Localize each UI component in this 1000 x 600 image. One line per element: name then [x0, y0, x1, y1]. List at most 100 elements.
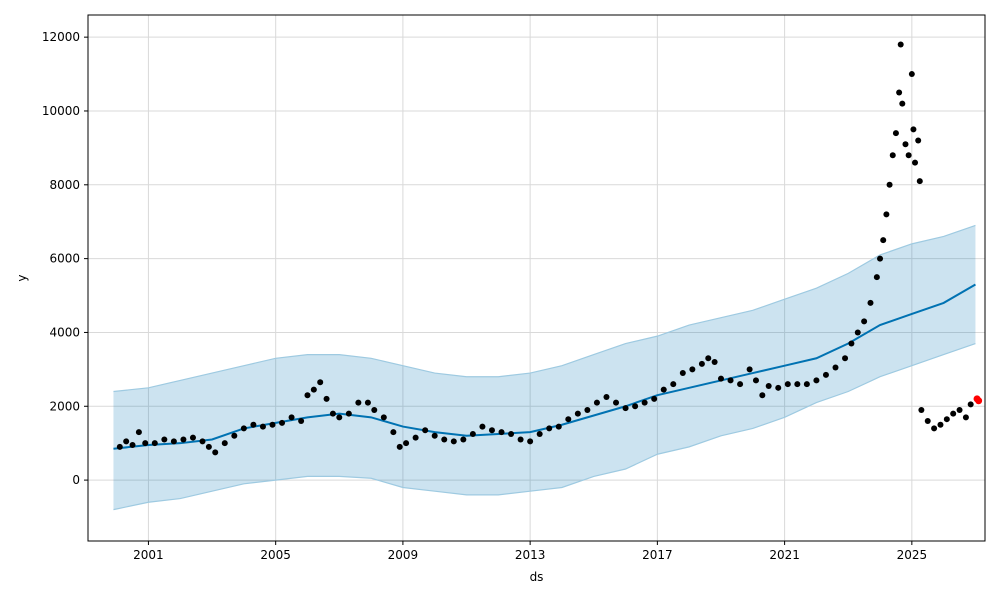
observed-point	[142, 440, 149, 447]
observed-point	[259, 423, 266, 430]
observed-point	[873, 274, 880, 281]
observed-point	[892, 130, 899, 137]
observed-point	[896, 89, 903, 96]
observed-point	[886, 181, 893, 188]
observed-point	[555, 423, 562, 430]
observed-point	[403, 440, 410, 447]
forecast-line-layer	[113, 283, 976, 450]
observed-point	[380, 414, 387, 421]
observed-point	[231, 432, 238, 439]
upper-bound-line	[113, 224, 976, 393]
observed-point	[931, 425, 938, 432]
observed-point	[848, 340, 855, 347]
observed-point	[775, 384, 782, 391]
observed-point	[794, 381, 801, 388]
observed-point	[905, 152, 912, 159]
observed-point	[189, 434, 196, 441]
observed-point	[689, 366, 696, 373]
observed-point	[298, 418, 305, 425]
observed-point	[746, 366, 753, 373]
x-axis-label: ds	[530, 570, 544, 584]
observed-point	[622, 405, 629, 412]
observed-point	[212, 449, 219, 456]
observed-point	[943, 416, 950, 423]
observed-point	[371, 406, 378, 413]
lower-bound-line	[113, 342, 976, 511]
observed-point	[937, 421, 944, 428]
observed-point	[269, 421, 276, 428]
y-tick-label: 0	[72, 473, 80, 487]
observed-point	[854, 329, 861, 336]
x-tick-label: 2009	[388, 548, 419, 562]
plot-frame	[87, 14, 986, 542]
x-tick-label: 2001	[133, 548, 164, 562]
observed-point	[889, 152, 896, 159]
observed-point	[498, 429, 505, 436]
observed-point	[345, 410, 352, 417]
observed-point	[310, 386, 317, 393]
observed-point	[336, 414, 343, 421]
observed-point	[390, 429, 397, 436]
observed-point	[135, 429, 142, 436]
observed-point	[450, 438, 457, 445]
x-axis-ticks: 2001 2005 2009 2013 2017 2021 2025	[133, 541, 927, 562]
observed-points-layer	[116, 41, 974, 456]
observed-point	[924, 418, 931, 425]
observed-point	[899, 100, 906, 107]
observed-point	[517, 436, 524, 443]
observed-point	[412, 434, 419, 441]
y-axis-ticks: 0 2000 4000 6000 8000 10000 12000	[42, 30, 88, 487]
observed-point	[737, 381, 744, 388]
observed-point	[883, 211, 890, 218]
observed-point	[902, 141, 909, 148]
observed-point	[161, 436, 168, 443]
observed-point	[469, 430, 476, 437]
x-tick-label: 2021	[769, 548, 800, 562]
observed-point	[908, 71, 915, 78]
observed-point	[199, 438, 206, 445]
observed-point	[431, 432, 438, 439]
observed-point	[488, 427, 495, 434]
y-tick-label: 4000	[49, 325, 80, 339]
observed-point	[962, 414, 969, 421]
x-tick-label: 2013	[515, 548, 546, 562]
observed-point	[288, 414, 295, 421]
y-axis-label: y	[15, 274, 29, 281]
observed-point	[527, 438, 534, 445]
observed-point	[822, 371, 829, 378]
highlighted-point	[975, 397, 983, 405]
observed-point	[329, 410, 336, 417]
observed-point	[603, 394, 610, 401]
observed-point	[460, 436, 467, 443]
x-tick-label: 2025	[897, 548, 928, 562]
observed-point	[123, 438, 130, 445]
observed-point	[180, 436, 187, 443]
highlighted-points-layer	[973, 395, 983, 405]
observed-point	[670, 381, 677, 388]
observed-point	[422, 427, 429, 434]
observed-point	[877, 255, 884, 262]
observed-point	[832, 364, 839, 371]
observed-point	[956, 406, 963, 413]
y-tick-label: 10000	[42, 104, 80, 118]
observed-point	[323, 395, 330, 402]
observed-point	[784, 381, 791, 388]
observed-point	[679, 370, 686, 377]
observed-point	[897, 41, 904, 48]
x-tick-label: 2017	[642, 548, 673, 562]
uncertainty-band	[113, 224, 976, 511]
observed-point	[910, 126, 917, 133]
observed-point	[151, 440, 158, 447]
observed-point	[116, 443, 123, 450]
observed-point	[867, 299, 874, 306]
observed-point	[641, 399, 648, 406]
observed-point	[698, 360, 705, 367]
observed-point	[574, 410, 581, 417]
observed-point	[240, 425, 247, 432]
observed-point	[711, 358, 718, 365]
uncertainty-interval-area	[113, 225, 976, 510]
observed-point	[765, 382, 772, 389]
forecast-line	[113, 283, 976, 450]
observed-point	[129, 442, 136, 449]
y-tick-label: 2000	[49, 399, 80, 413]
